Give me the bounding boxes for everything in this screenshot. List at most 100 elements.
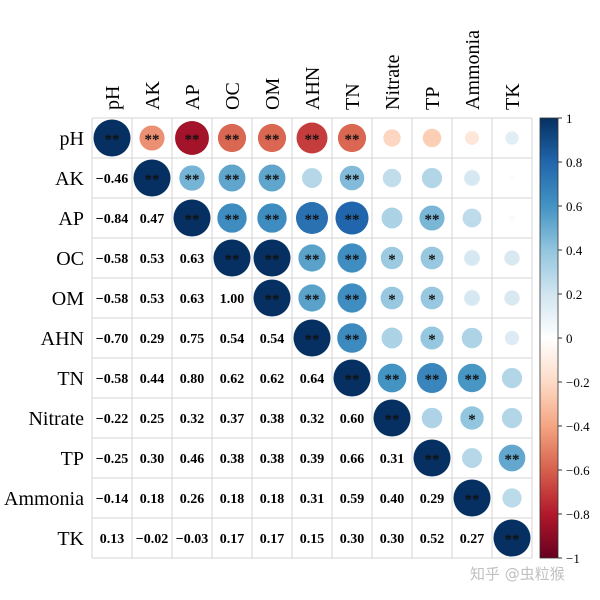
corr-value-Nitrate-OM: 0.38 [260,412,285,427]
corr-value-Ammonia-OC: 0.18 [220,492,245,507]
corr-value-OC-pH: −0.58 [96,252,128,267]
corr-circle-OC-Nitrate [380,246,404,270]
significance-mark: ** [385,412,400,428]
corr-circle-AHN-Ammonia [461,327,483,349]
corr-value-TP-pH: −0.25 [96,452,128,467]
corr-value-TN-pH: −0.58 [96,372,128,387]
corr-circle-AK-Nitrate [382,168,402,188]
corr-circle-pH-AHN [296,122,328,154]
corr-circle-AK-AK [133,159,171,197]
significance-mark: ** [305,292,320,308]
corr-value-AK-pH: −0.46 [96,172,128,187]
col-label-OC: OC [222,82,244,110]
significance-mark: ** [225,252,240,268]
corr-value-TP-OM: 0.38 [260,452,285,467]
corr-value-TN-OC: 0.62 [220,372,245,387]
corr-circle-AK-TN [339,165,365,191]
corr-value-TK-TP: 0.52 [420,532,445,547]
corr-circle-Ammonia-TK [502,488,522,508]
significance-mark: ** [305,252,320,268]
corr-value-Ammonia-AP: 0.26 [180,492,205,507]
col-label-AK: AK [142,81,164,110]
colorbar-tick-label: 1 [566,111,573,126]
colorbar-tick-label: −0.4 [566,419,590,434]
corr-circle-Nitrate-TP [421,407,443,429]
corr-circle-OM-Nitrate [380,286,404,310]
corr-value-OM-AK: 0.53 [140,292,165,307]
row-label-OM: OM [52,288,84,310]
corr-circle-pH-OM [257,123,287,153]
significance-mark: ** [265,132,280,148]
col-label-OM: OM [262,78,284,110]
corr-circle-pH-TK [505,131,519,145]
corr-circle-OM-Ammonia [464,290,480,306]
watermark: 知乎 @虫粒猴 [470,565,565,583]
corr-circle-Nitrate-Nitrate [373,399,411,437]
corr-circle-TN-TN [333,359,371,397]
corr-value-TK-AHN: 0.15 [300,532,325,547]
colorbar-tick-label: 0.2 [566,287,582,302]
row-label-TP: TP [61,448,84,470]
significance-mark: * [388,252,396,268]
significance-mark: ** [265,252,280,268]
corr-circle-TP-Ammonia [462,448,482,468]
corr-value-TK-TN: 0.30 [340,532,365,547]
colorbar-tick-label: 0 [566,331,573,346]
corr-value-Nitrate-AHN: 0.32 [300,412,325,427]
corr-circle-TN-Ammonia [457,363,487,393]
corr-circle-AK-TK [509,175,515,181]
colorbar: 1 0.8 0.6 0.4 0.2 0 −0.2 −0.4 −0.6 −0.8 −1 [539,111,590,566]
corr-value-AP-AK: 0.47 [140,212,165,227]
corr-circle-pH-Ammonia [465,131,479,145]
significance-mark: ** [425,452,440,468]
corr-circle-AP-TN [335,201,369,235]
significance-mark: ** [305,332,320,348]
corr-circle-AP-TP [419,205,445,231]
colorbar-tick-label: 0.8 [566,155,582,170]
significance-mark: ** [345,372,360,388]
corr-circle-OC-Ammonia [464,250,480,266]
row-label-AHN: AHN [41,328,84,350]
corr-value-TP-AK: 0.30 [140,452,165,467]
significance-mark: ** [265,292,280,308]
significance-mark: ** [465,492,480,508]
row-label-OC: OC [56,248,84,270]
significance-mark: ** [145,172,160,188]
corr-value-Ammonia-pH: −0.14 [96,492,128,507]
row-label-Ammonia: Ammonia [4,488,84,510]
corr-circle-AK-AHN [302,168,322,188]
corr-circle-OM-TP [420,286,444,310]
corr-circle-AP-Ammonia [462,208,482,228]
colorbar-tick-label: 0.4 [566,243,583,258]
significance-mark: ** [465,372,480,388]
corr-value-AHN-AK: 0.29 [140,332,165,347]
corr-value-Nitrate-pH: −0.22 [96,412,128,427]
corr-circle-OC-OM [253,239,291,277]
corr-circle-AK-Ammonia [464,170,480,186]
corr-circle-AK-TP [421,167,443,189]
significance-mark: ** [425,372,440,388]
corr-circle-TN-TK [501,367,523,389]
significance-mark: * [428,332,436,348]
corr-circle-Ammonia-Ammonia [453,479,491,517]
significance-mark: ** [225,212,240,228]
corr-value-Ammonia-TN: 0.59 [340,492,365,507]
corr-circle-AP-OM [257,203,287,233]
significance-mark: ** [345,292,360,308]
corr-value-AP-pH: −0.84 [96,212,128,227]
significance-mark: ** [345,332,360,348]
corr-circle-AHN-AHN [293,319,331,357]
corr-value-OM-OC: 1.00 [220,292,245,307]
variable-labels: pH AK AP OC OM AHN TN Nitrate TP Ammonia TK pH AK AP O… [4,30,524,550]
corr-value-TN-AK: 0.44 [140,372,165,387]
corr-circle-OC-AHN [298,244,326,272]
corr-circle-OC-TN [337,243,367,273]
corr-value-TN-AP: 0.80 [180,372,205,387]
significance-mark: ** [225,132,240,148]
corr-circle-AP-AHN [295,201,329,235]
row-label-TN: TN [57,368,84,390]
significance-mark: ** [425,212,440,228]
significance-mark: ** [345,172,360,188]
colorbar-tick-label: −1 [566,551,580,566]
